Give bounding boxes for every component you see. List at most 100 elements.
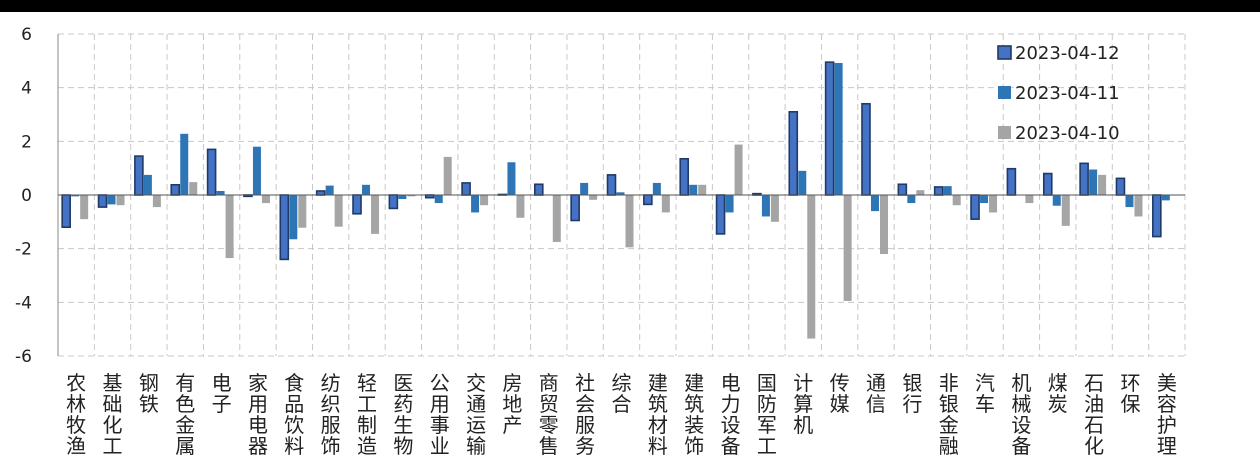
bar-series-1	[461, 182, 471, 196]
bar-series-3	[916, 190, 925, 195]
bar-series-2	[725, 195, 734, 213]
bar-series-2	[507, 162, 516, 195]
x-tick-label: 社会服务	[575, 371, 595, 458]
x-tick-label: 国防军工	[757, 371, 777, 458]
bar-series-3	[698, 184, 707, 195]
x-tick-label: 石油石化	[1084, 371, 1104, 458]
bar-series-2	[1052, 195, 1061, 206]
bar-series-3	[480, 195, 489, 206]
bar-series-1	[897, 183, 908, 196]
bar-series-1	[61, 194, 71, 229]
legend-swatch	[997, 45, 1012, 60]
bar-series-1	[1042, 172, 1053, 196]
bar-series-1	[679, 157, 690, 196]
bar-series-3	[225, 195, 234, 259]
bar-series-2	[107, 195, 116, 205]
legend-swatch	[998, 126, 1011, 139]
x-tick-label: 房地产	[502, 371, 522, 437]
bar-series-1	[606, 174, 617, 196]
bar-series-3	[334, 195, 343, 227]
x-tick-label: 纺织服饰	[321, 371, 341, 458]
bar-series-3	[371, 195, 380, 234]
bar-series-1	[788, 111, 799, 196]
x-tick-label: 美容护理	[1157, 371, 1177, 458]
bar-series-3	[807, 195, 816, 339]
x-tick-label: 环保	[1120, 371, 1140, 416]
bar-series-2	[616, 192, 625, 195]
y-tick-label: 6	[21, 25, 32, 45]
bar-series-2	[652, 182, 661, 195]
bar-series-1	[715, 194, 726, 235]
x-tick-label: 有色金属	[175, 371, 195, 458]
legend-label: 2023-04-10	[1015, 123, 1120, 144]
bar-series-1	[861, 102, 871, 196]
x-tick-label: 综合	[612, 371, 632, 416]
legend-label: 2023-04-11	[1015, 83, 1120, 104]
legend-label: 2023-04-12	[1015, 43, 1120, 64]
bar-series-1	[1115, 177, 1126, 196]
x-tick-label: 计算机	[793, 371, 813, 437]
x-tick-label: 电力设备	[721, 371, 741, 458]
bar-series-2	[907, 195, 916, 204]
y-tick-label: -2	[15, 240, 32, 260]
bar-series-2	[689, 184, 698, 195]
bar-series-2	[143, 174, 152, 195]
bar-series-1	[1006, 167, 1017, 196]
x-tick-label: 农林牧渔	[66, 371, 86, 458]
x-tick-label: 机械设备	[1011, 371, 1031, 458]
bar-series-3	[516, 195, 525, 218]
axes: -6 -4 -2 0 2 4 6 农林牧渔基础化工钢铁有色金属电子家用电器食品饮料纺织服饰轻工…	[15, 25, 1185, 458]
bar-series-3	[1098, 174, 1107, 195]
bar-series-3	[734, 144, 743, 195]
bar-series-3	[443, 156, 452, 195]
x-tick-label: 建筑材料	[648, 371, 668, 458]
bar-series-1	[388, 194, 399, 210]
bar-series-1	[970, 194, 980, 220]
bar-series-3	[152, 195, 161, 208]
bar-series-2	[362, 184, 371, 195]
bar-series-2	[1161, 195, 1170, 201]
y-tick-label: -4	[15, 293, 32, 313]
legend: 2023-04-12 2023-04-11 2023-04-10	[997, 43, 1120, 144]
bar-series-3	[261, 195, 270, 204]
bar-series-1	[352, 194, 362, 215]
bar-series-2	[180, 133, 189, 195]
x-tick-label: 公用事业	[430, 371, 450, 458]
top-rule	[0, 0, 1260, 12]
x-tick-label: 食品饮料	[284, 371, 304, 458]
bar-series-1	[1079, 162, 1089, 196]
x-tick-label: 煤炭	[1048, 371, 1068, 416]
bar-series-1	[824, 61, 835, 196]
bar-series-1	[97, 194, 108, 208]
bar-series-3	[843, 195, 852, 301]
bar-series-2	[834, 62, 843, 196]
bar-series-3	[552, 195, 561, 242]
bar-series-1	[206, 148, 217, 196]
x-tick-label: 家用电器	[248, 371, 268, 458]
x-tick-label: 轻工制造	[357, 371, 377, 458]
bar-series-2	[943, 186, 952, 195]
x-tick-label: 电子	[212, 371, 232, 416]
bar-series-2	[1125, 195, 1134, 208]
y-tick-label: 4	[21, 79, 32, 99]
x-tick-label: 基础化工	[103, 371, 123, 458]
x-tick-label: 交通运输	[466, 371, 486, 458]
bar-series-2	[1089, 169, 1098, 195]
bar-series-2	[325, 185, 334, 195]
bar-series-3	[116, 195, 125, 206]
bar-series-1	[170, 184, 181, 196]
bar-series-3	[80, 195, 89, 220]
bar-series-3	[661, 195, 670, 213]
x-tick-label: 传媒	[830, 371, 850, 416]
y-tick-label: -6	[15, 347, 32, 367]
x-tick-label: 非银金融	[939, 371, 959, 458]
bar-series-2	[980, 195, 989, 204]
bar-series-3	[625, 195, 634, 248]
x-tick-label: 建筑装饰	[684, 371, 704, 458]
legend-swatch	[998, 86, 1011, 99]
bar-series-2	[71, 195, 80, 197]
x-tick-label: 汽车	[975, 371, 995, 416]
bar-series-3	[1134, 195, 1143, 217]
